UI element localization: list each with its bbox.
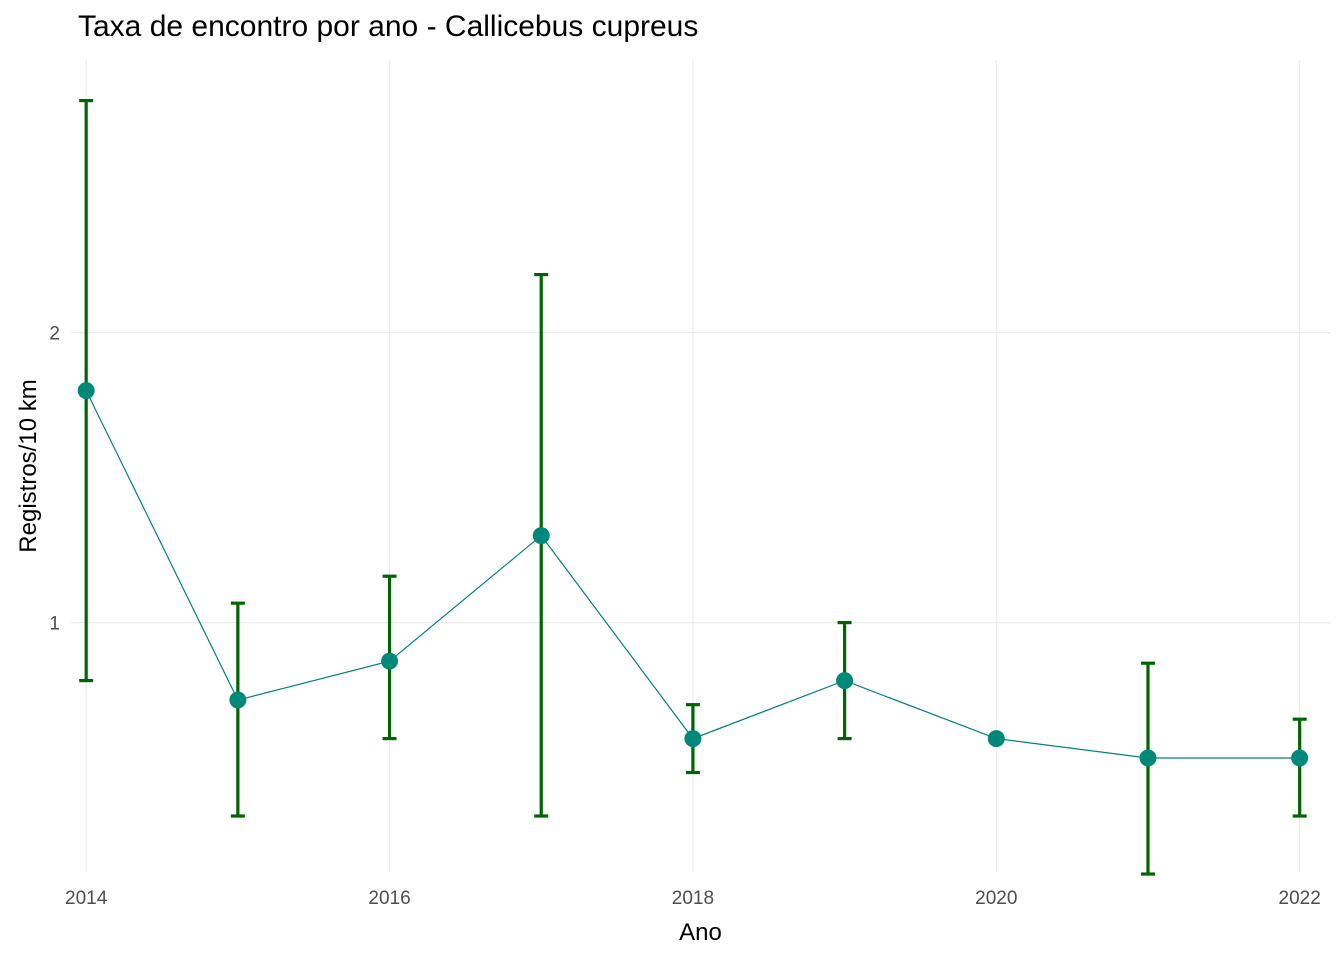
x-tick-label: 2018 — [672, 888, 714, 909]
data-point — [381, 652, 399, 670]
data-point — [77, 382, 95, 400]
grid-lines — [71, 60, 1330, 872]
data-point — [532, 527, 550, 545]
data-point — [1139, 749, 1157, 767]
data-point — [836, 672, 854, 690]
data-point — [987, 730, 1005, 748]
y-tick-label: 2 — [49, 324, 60, 345]
chart-title: Taxa de encontro por ano - Callicebus cu… — [78, 10, 699, 43]
data-point — [1291, 749, 1309, 767]
x-axis-title: Ano — [679, 919, 722, 946]
data-point — [229, 691, 247, 709]
x-tick-label: 2014 — [65, 888, 108, 909]
y-axis-title: Registros/10 km — [15, 379, 42, 552]
data-point — [684, 730, 702, 748]
x-tick-label: 2016 — [368, 888, 410, 909]
y-tick-label: 1 — [49, 614, 60, 635]
x-tick-label: 2022 — [1279, 888, 1321, 909]
axis-layer: 2014 2016 2018 2020 2022 1 2 Ano Registros/10 km — [15, 324, 1321, 946]
series-layer — [77, 98, 1309, 876]
x-tick-label: 2020 — [975, 888, 1017, 909]
